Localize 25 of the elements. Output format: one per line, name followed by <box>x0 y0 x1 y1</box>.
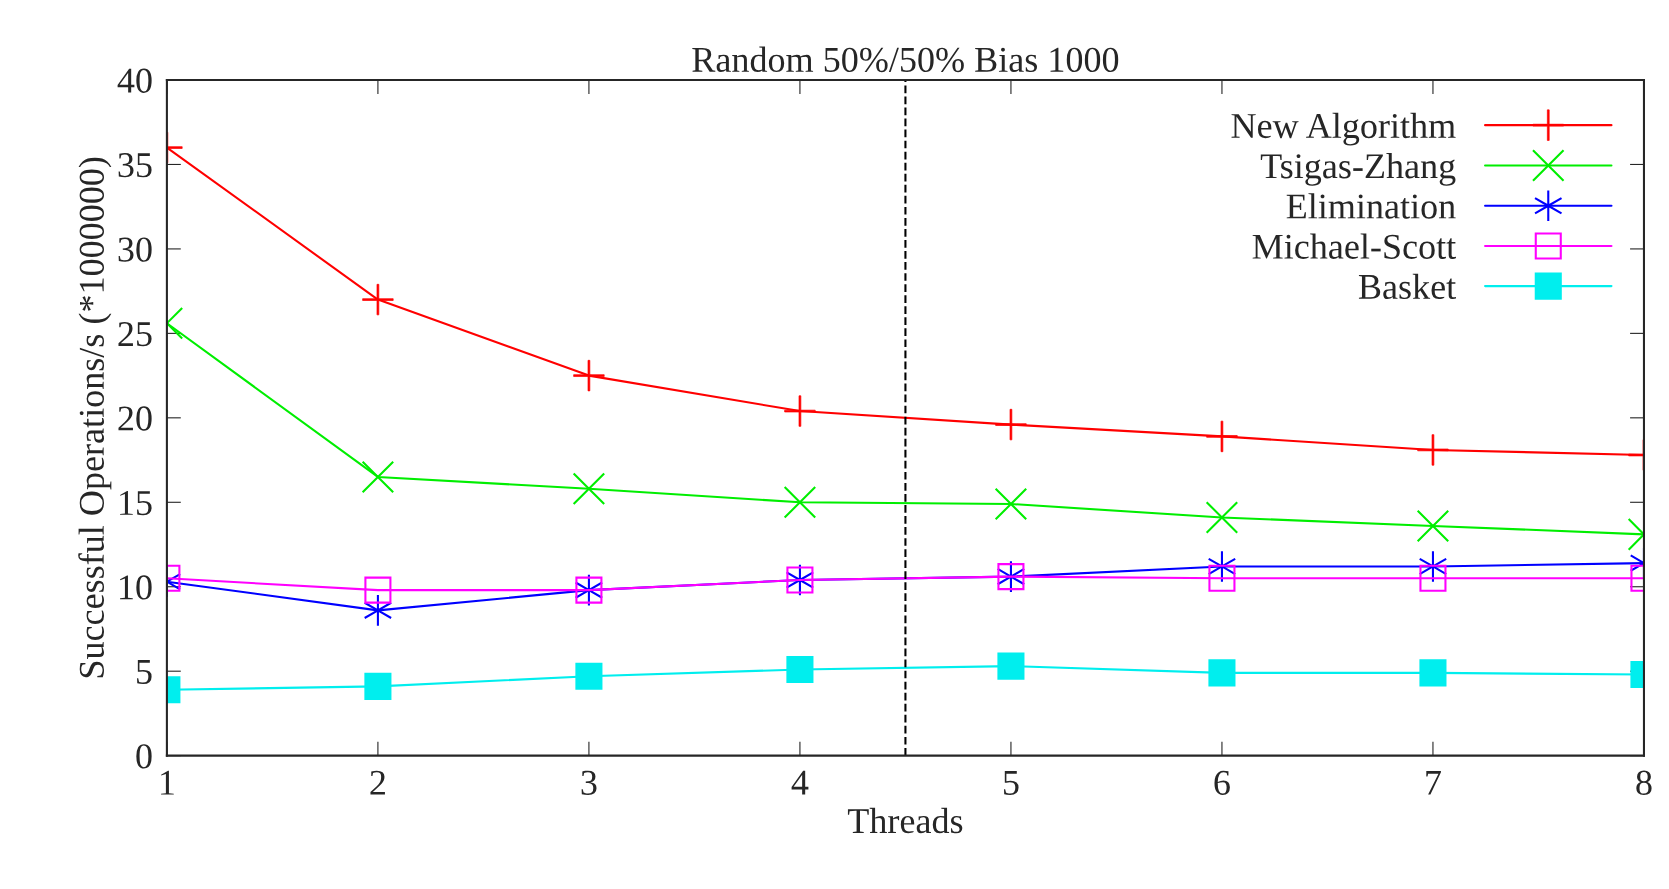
y-tick-label: 20 <box>118 406 152 431</box>
y-tick-label: 0 <box>136 744 152 769</box>
legend-label: Elimination <box>1286 193 1456 219</box>
x-tick-label: 3 <box>581 770 597 795</box>
x-axis-title: Threads <box>847 807 963 834</box>
x-tick-label: 8 <box>1636 770 1652 795</box>
legend-label: Basket <box>1358 273 1456 300</box>
y-tick-label: 25 <box>118 321 152 347</box>
x-tick-label: 6 <box>1214 770 1230 795</box>
legend-label: Michael-Scott <box>1252 233 1456 259</box>
legend-label: Tsigas-Zhang <box>1260 153 1456 186</box>
y-tick-label: 40 <box>117 68 152 93</box>
legend-label: New Algorithm <box>1231 112 1456 146</box>
y-tick-label: 35 <box>118 153 152 178</box>
x-tick-label: 1 <box>161 770 174 795</box>
y-tick-label: 30 <box>118 237 152 262</box>
x-tick-label: 4 <box>791 770 809 795</box>
x-tick-label: 2 <box>370 770 385 795</box>
y-tick-label: 15 <box>120 490 152 516</box>
x-tick-label: 5 <box>1004 770 1019 795</box>
chart-title: Random 50%/50% Bias 1000 <box>692 46 1119 73</box>
y-tick-label: 5 <box>137 660 152 685</box>
y-axis-title: Successful Operations/s (*1000000) <box>78 157 112 678</box>
x-tick-label: 7 <box>1426 770 1441 795</box>
y-tick-label: 10 <box>120 575 152 600</box>
